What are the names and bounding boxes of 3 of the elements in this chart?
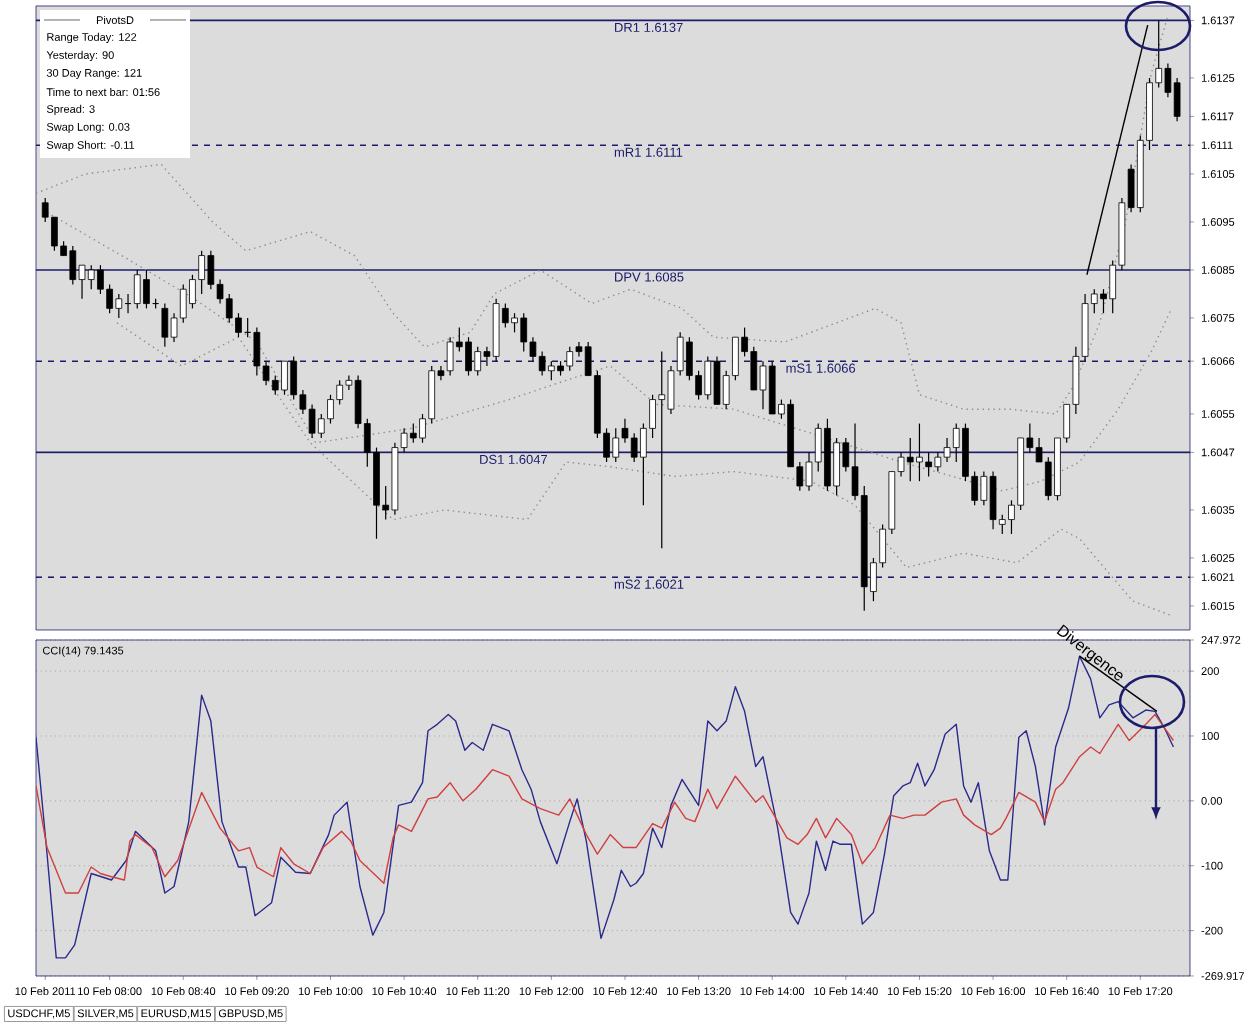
line-series bbox=[36, 713, 1175, 894]
line-series bbox=[36, 14, 1169, 415]
line-series bbox=[116, 322, 1173, 617]
